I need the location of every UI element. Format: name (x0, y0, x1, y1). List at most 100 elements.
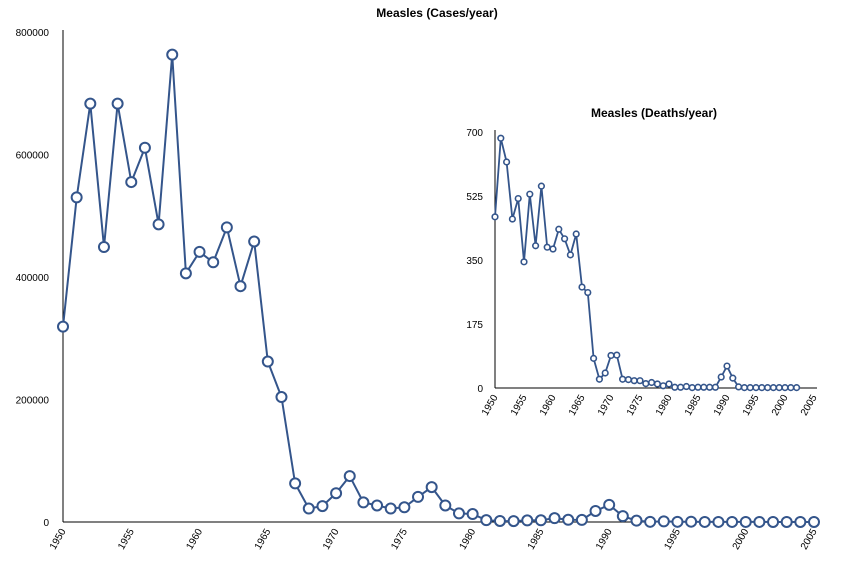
data-point (636, 377, 644, 385)
data-point (57, 320, 69, 333)
data-point (723, 362, 731, 370)
data-point (630, 514, 643, 527)
data-point (534, 514, 547, 527)
data-point (746, 384, 754, 392)
data-point (152, 218, 165, 231)
data-point (578, 283, 586, 291)
x-tick-label: 1995 (662, 527, 683, 552)
data-point (767, 515, 780, 528)
x-tick-label: 1970 (596, 393, 617, 418)
data-point (603, 498, 616, 511)
data-point (729, 374, 737, 382)
y-tick-label: 200000 (16, 396, 50, 407)
data-point (543, 243, 551, 251)
data-point (480, 514, 493, 527)
data-point (493, 514, 506, 527)
data-point (752, 384, 760, 392)
inset-axes (494, 130, 817, 389)
x-tick-label: 1990 (712, 393, 733, 418)
y-tick-label: 525 (466, 192, 483, 203)
data-point (384, 502, 397, 515)
x-tick-label: 1995 (741, 393, 762, 418)
data-point (562, 513, 575, 526)
data-point (659, 382, 667, 390)
data-point (526, 190, 534, 198)
data-point (769, 384, 778, 392)
data-point (763, 384, 772, 392)
data-point (671, 383, 679, 391)
data-point (665, 380, 673, 388)
x-tick-label: 1960 (538, 393, 559, 418)
data-point (70, 191, 83, 204)
data-point (694, 383, 702, 391)
data-point (682, 382, 691, 391)
data-point (560, 235, 569, 243)
data-point (624, 375, 633, 384)
data-point (671, 515, 684, 528)
data-point (688, 384, 696, 392)
x-tick-label: 2005 (799, 393, 820, 418)
x-tick-label: 1960 (184, 527, 205, 552)
data-point (220, 221, 233, 234)
data-point (166, 48, 179, 61)
x-tick-label: 1965 (253, 527, 274, 552)
data-point (497, 134, 505, 142)
data-point (734, 383, 743, 391)
x-tick-label: 1980 (458, 527, 479, 552)
series-line (62, 53, 814, 523)
data-point (555, 225, 563, 233)
data-point (630, 377, 638, 385)
inset-x-tick-labels: 1950 1955 1960 1965 1970 1975 1980 1985 1990 1995… (480, 393, 820, 418)
data-point (398, 501, 411, 514)
data-point (657, 515, 670, 528)
y-tick-label: 175 (466, 320, 483, 331)
data-point (193, 245, 206, 258)
data-point (549, 245, 557, 253)
data-point (616, 510, 629, 523)
data-point (572, 230, 580, 238)
data-point (726, 515, 739, 528)
data-point (248, 235, 261, 248)
data-point (753, 515, 766, 528)
y-tick-label: 0 (43, 518, 49, 529)
data-point (179, 267, 192, 280)
data-point (595, 375, 604, 383)
data-point (521, 514, 534, 527)
data-point (491, 213, 499, 221)
data-point (289, 477, 302, 490)
data-point (794, 515, 807, 528)
series-line (494, 137, 797, 389)
x-tick-label: 1965 (567, 393, 588, 418)
x-tick-label: 1950 (480, 393, 501, 418)
x-tick-label: 1985 (526, 527, 547, 552)
data-point (698, 515, 711, 528)
data-point (584, 288, 592, 297)
x-tick-label: 1990 (594, 527, 615, 552)
inset-y-tick-labels: 0 175 350 525 700 (466, 128, 483, 395)
data-point (111, 97, 124, 110)
data-point (758, 384, 766, 392)
data-point (739, 515, 752, 528)
x-tick-label: 1980 (654, 393, 675, 418)
data-point (514, 194, 522, 203)
data-point (601, 369, 609, 377)
data-point (780, 515, 793, 528)
inset-chart: Measles (Deaths/year) 0 175 350 525 700 1950… (466, 106, 820, 418)
main-series-cases (57, 48, 820, 528)
data-point (685, 515, 698, 528)
x-tick-label: 1975 (625, 393, 646, 418)
x-tick-label: 1985 (683, 393, 704, 418)
data-point (740, 384, 749, 392)
data-point (507, 515, 520, 528)
data-point (676, 383, 685, 391)
data-point (97, 240, 110, 253)
data-point (531, 242, 540, 250)
data-point (371, 499, 384, 512)
data-point (717, 373, 725, 381)
data-point (343, 470, 356, 483)
data-point (125, 176, 138, 189)
data-point (647, 378, 656, 387)
data-point (234, 280, 247, 293)
x-tick-label: 2005 (799, 527, 820, 552)
